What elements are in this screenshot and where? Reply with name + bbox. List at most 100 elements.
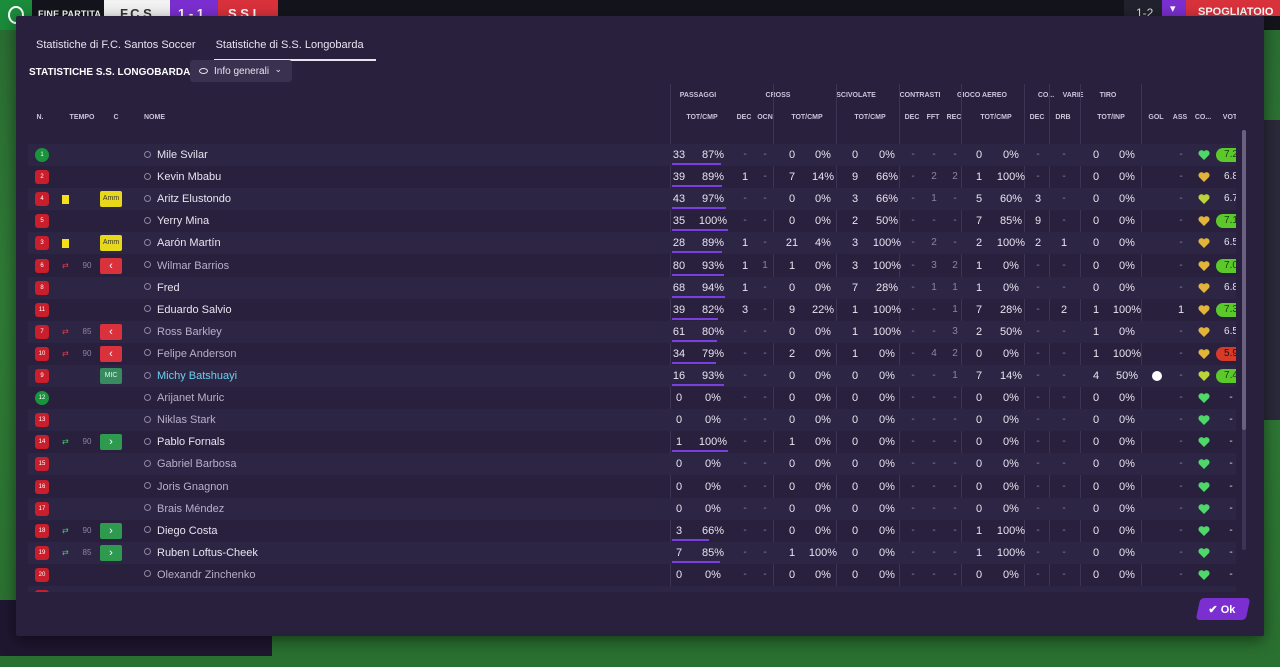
chances-created: -: [763, 237, 767, 249]
table-row[interactable]: 21M'Baye Niang00%--00%00%---00%--00%--: [28, 586, 1236, 592]
player-name[interactable]: Gabriel Barbosa: [144, 453, 384, 475]
recoveries: 2: [952, 347, 958, 359]
chances-created: -: [763, 458, 767, 470]
ok-button[interactable]: ✔ Ok: [1195, 598, 1251, 620]
key-decisive: -: [1036, 524, 1040, 536]
player-name[interactable]: Brais Méndez: [144, 498, 384, 520]
column-header[interactable]: TOT/CMP: [980, 114, 1012, 121]
crosses-total: 0: [788, 215, 796, 228]
goals: [1148, 564, 1166, 586]
column-header[interactable]: C: [113, 114, 119, 121]
player-name[interactable]: Diego Costa: [144, 520, 384, 542]
column-header[interactable]: DRB: [1055, 114, 1071, 121]
table-row[interactable]: 6 ⇄ 90 ‹ Wilmar Barrios 80 93% 1 1 1 0% 3 100% -3 2 1 0%…: [28, 255, 1236, 277]
info-view-dropdown[interactable]: Info generali ⌄: [190, 60, 292, 82]
player-name[interactable]: Felipe Anderson: [144, 343, 384, 365]
table-row[interactable]: 5 Yerry Mina 35 100% - -0 0% 2 50% - - -7 85% 9-0 0% -7…: [28, 210, 1236, 232]
expand-dropdown-button[interactable]: [1162, 0, 1186, 16]
column-header[interactable]: FFT: [926, 114, 940, 121]
table-row[interactable]: 14 ⇄ 90 › Pablo Fornals 1 100% - - 1 0% 0 0% - - - 0 0% - -…: [28, 431, 1236, 453]
person-icon: [144, 216, 151, 224]
player-name[interactable]: Aarón Martín: [144, 232, 384, 254]
crosses-completion: 0%: [815, 480, 831, 493]
table-row[interactable]: 20 Olexandr Zinchenko 0 0% - - 0 0% 0 0% - - - 0 0% - - 0…: [28, 564, 1236, 586]
table-row[interactable]: 7 ⇄ 85 ‹ Ross Barkley 61 80% - -0 0% 1 100% - -3 2 50% -…: [28, 320, 1236, 343]
key-decisive: 2: [1034, 237, 1042, 250]
tackles-completion: 50%: [875, 215, 899, 228]
fouls: -: [932, 392, 936, 404]
column-header[interactable]: TEMPO: [69, 114, 95, 121]
column-header[interactable]: VOT: [1222, 114, 1236, 121]
player-name[interactable]: Fred: [144, 277, 384, 299]
column-header[interactable]: TOT/CMP: [854, 114, 886, 121]
player-name[interactable]: M'Baye Niang: [144, 586, 384, 592]
shots-total: 0: [1087, 586, 1105, 592]
player-name[interactable]: Yerry Mina: [144, 210, 384, 232]
passes-total: 28: [672, 237, 686, 250]
key-decisive: -: [1036, 281, 1040, 293]
column-header[interactable]: TOT/CMP: [686, 114, 718, 121]
column-header[interactable]: TOT/INP: [1097, 114, 1125, 121]
player-name[interactable]: Joris Gnagnon: [144, 476, 384, 498]
dribbles: -: [1062, 436, 1066, 448]
table-row[interactable]: 8 Fred 68 94% 1-0 0% 7 28% -1 1 1 0% - -0 0% -6.8: [28, 276, 1236, 299]
table-row[interactable]: 4 Amm Aritz Elustondo 43 97% - -0 0% 3 66% -1-5 60%…: [28, 188, 1236, 211]
table-row[interactable]: 12 Arijanet Muric 0 0% - - 0 0% 0 0% - - - 0 0% - - 0 0% - -: [28, 387, 1236, 409]
column-header[interactable]: DEC: [736, 114, 752, 121]
tab-home-team-stats[interactable]: Statistiche di F.C. Santos Soccer: [36, 39, 196, 51]
crosses-total: 1: [788, 546, 796, 559]
player-name[interactable]: Pablo Fornals: [144, 431, 384, 453]
aerial-total: 2: [975, 325, 983, 338]
heart-icon: [1198, 216, 1210, 227]
passes-total: 39: [672, 303, 686, 316]
player-name[interactable]: Eduardo Salvio: [144, 299, 384, 321]
player-name[interactable]: Arijanet Muric: [144, 387, 384, 409]
minutes-played: [80, 144, 94, 166]
goals: [1148, 277, 1166, 299]
player-name[interactable]: Ruben Loftus-Cheek: [144, 542, 384, 564]
table-row[interactable]: 13 Niklas Stark 0 0% - - 0 0% 0 0% - - - 0 0% - - 0 0% - -: [28, 409, 1236, 432]
player-name[interactable]: Niklas Stark: [144, 409, 384, 431]
player-name[interactable]: Mile Svilar: [144, 144, 384, 166]
goals: [1148, 520, 1166, 542]
table-row[interactable]: 1 Mile Svilar 33 87% - - 0 0% 0 0% - - - 0 0% - - 0 0% - 7.2: [28, 144, 1236, 166]
player-name[interactable]: Wilmar Barrios: [144, 255, 384, 277]
table-row[interactable]: 11 Eduardo Salvio 39 82% 3-9 22% 1 100% - -1 7 28% -…: [28, 299, 1236, 321]
table-row[interactable]: 9 MIC Michy Batshuayi 16 93% - - 0 0% 0 0% - - 1 7 14% -…: [28, 365, 1236, 387]
player-name[interactable]: Olexandr Zinchenko: [144, 564, 384, 586]
player-name[interactable]: Ross Barkley: [144, 321, 384, 343]
player-name[interactable]: Kevin Mbabu: [144, 166, 384, 188]
player-name[interactable]: Michy Batshuayi: [144, 365, 384, 387]
table-row[interactable]: 19 ⇄ 85 › Ruben Loftus-Cheek 7 85% - -1 100% 0 0% - -…: [28, 541, 1236, 564]
person-icon: [144, 371, 151, 379]
column-header[interactable]: N.: [36, 114, 44, 121]
table-row[interactable]: 10 ⇄ 90 ‹ Felipe Anderson 34 79% - - 2 0% 1 0% - 4 2 0 0%…: [28, 343, 1236, 365]
crosses-completion: 0%: [815, 568, 831, 581]
table-row[interactable]: 15 Gabriel Barbosa 0 0% - - 0 0% 0 0% - - - 0 0% - - 0 0% -…: [28, 453, 1236, 476]
tackles-total: 3: [851, 259, 859, 272]
column-header[interactable]: DEC: [904, 114, 920, 121]
shirt-number-icon: 5: [35, 214, 49, 229]
column-header[interactable]: TOT/CMP: [791, 114, 823, 121]
table-row[interactable]: 3 Amm Aarón Martín 28 89% 1-21 4% 3 100% -2-2 100%…: [28, 232, 1236, 255]
table-row[interactable]: 17 Brais Méndez 0 0% - - 0 0% 0 0% - - - 0 0% - - 0 0% - -: [28, 497, 1236, 520]
column-header[interactable]: REC: [946, 114, 962, 121]
column-header[interactable]: ASS: [1172, 114, 1188, 121]
table-row[interactable]: 2 Kevin Mbabu 39 89% 1-7 14% 9 66% -2 2 1 100% - -0 0%…: [28, 166, 1236, 188]
column-header[interactable]: OCN: [757, 114, 773, 121]
table-scrollbar[interactable]: [1242, 130, 1246, 550]
shots-total: 0: [1092, 392, 1100, 405]
tab-away-team-stats[interactable]: Statistiche di S.S. Longobarda: [213, 34, 376, 61]
chances-created: -: [763, 568, 767, 580]
passes-total: 1: [675, 436, 683, 449]
column-header[interactable]: NOME: [144, 114, 165, 121]
column-header[interactable]: GOL: [1148, 114, 1164, 121]
assists: -: [1179, 502, 1183, 514]
column-header[interactable]: DEC: [1029, 114, 1045, 121]
dribbles: -: [1062, 480, 1066, 492]
player-name[interactable]: Aritz Elustondo: [144, 188, 384, 210]
dressing-room-button[interactable]: SPOGLIATOIO: [1186, 0, 1280, 16]
table-row[interactable]: 18 ⇄ 90 › Diego Costa 3 66% - -0 0% 0 0% - - -1 100% - -0…: [28, 520, 1236, 542]
table-row[interactable]: 16 Joris Gnagnon 0 0% - - 0 0% 0 0% - - - 0 0% - - 0 0% - -: [28, 476, 1236, 498]
column-header[interactable]: CO...: [1194, 114, 1212, 121]
